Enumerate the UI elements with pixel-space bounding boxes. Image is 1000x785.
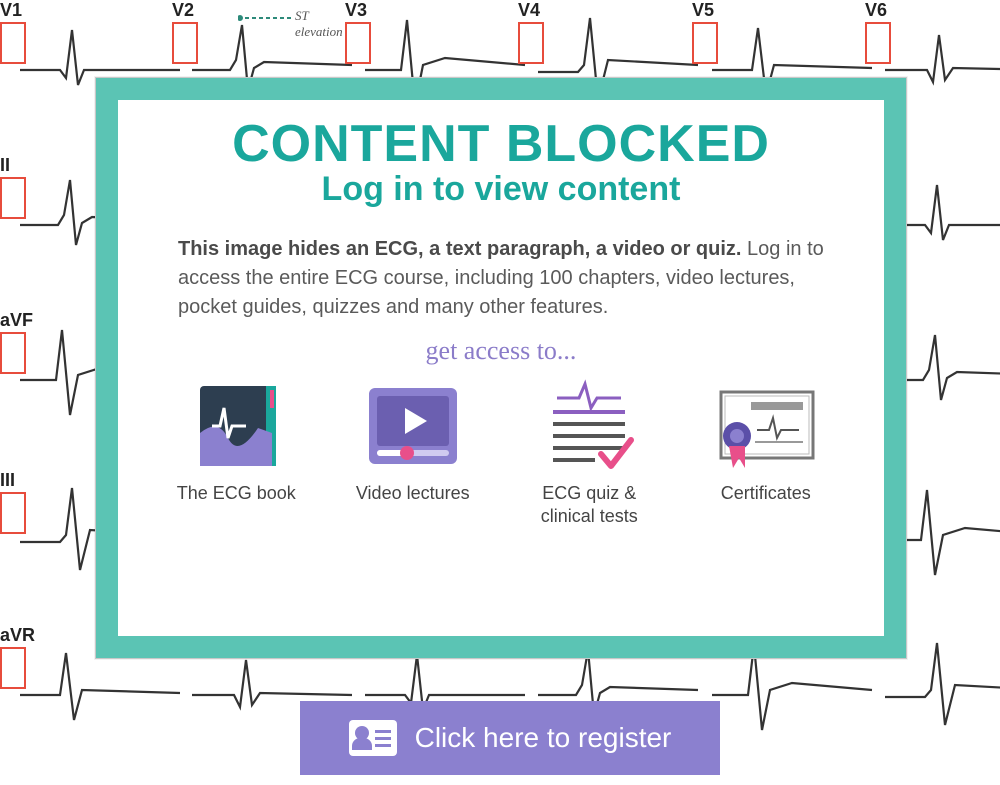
get-access-label: get access to... [118,336,884,366]
lead-label: V1 [0,0,22,21]
feature-certificates: Certificates [678,376,855,527]
feature-label: ECG quiz &clinical tests [501,482,678,527]
register-button[interactable]: Click here to register [300,701,720,775]
lead-label: V5 [692,0,714,21]
book-icon [148,376,325,476]
lead-label: V4 [518,0,540,21]
feature-ecg-quiz: ECG quiz &clinical tests [501,376,678,527]
certificate-icon [678,376,855,476]
feature-label: Certificates [678,482,855,505]
register-button-label: Click here to register [415,722,672,754]
lead-label: V6 [865,0,887,21]
feature-ecg-book: The ECG book [148,376,325,527]
modal-title: CONTENT BLOCKED [118,114,884,174]
feature-label: The ECG book [148,482,325,505]
content-blocked-modal: CONTENT BLOCKED Log in to view content T… [95,77,907,659]
quiz-icon [501,376,678,476]
modal-description: This image hides an ECG, a text paragrap… [178,235,824,322]
st-elevation-annotation: STelevation [295,8,343,40]
id-card-icon [349,720,397,756]
modal-inner: CONTENT BLOCKED Log in to view content T… [118,100,884,636]
modal-subtitle: Log in to view content [118,170,884,209]
feature-label: Video lectures [325,482,502,505]
lead-label: V3 [345,0,367,21]
modal-description-bold: This image hides an ECG, a text paragrap… [178,238,741,260]
feature-row: The ECG book Video lectures [148,376,854,527]
video-icon [325,376,502,476]
lead-label: V2 [172,0,194,21]
st-guide-line [238,10,298,30]
lead-label: III [0,470,15,491]
feature-video-lectures: Video lectures [325,376,502,527]
lead-label: II [0,155,10,176]
